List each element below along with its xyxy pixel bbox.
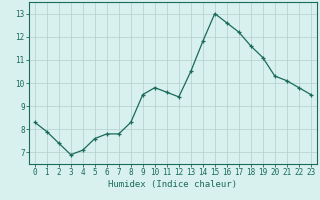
X-axis label: Humidex (Indice chaleur): Humidex (Indice chaleur) (108, 180, 237, 189)
